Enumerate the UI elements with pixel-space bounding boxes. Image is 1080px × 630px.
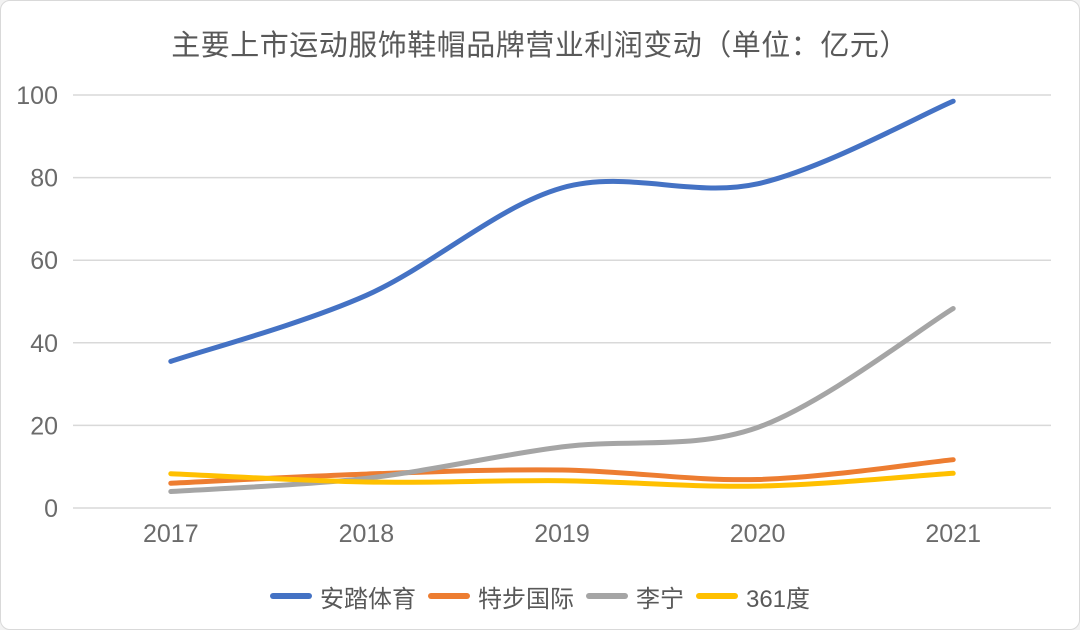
series-line-3 bbox=[168, 470, 956, 489]
y-tick-label: 100 bbox=[16, 82, 58, 110]
legend-swatch-3 bbox=[695, 593, 738, 599]
legend-label-2: 李宁 bbox=[635, 585, 684, 613]
series-line-2 bbox=[168, 306, 956, 494]
x-tick-label: 2021 bbox=[925, 520, 981, 548]
legend-swatch-1 bbox=[427, 593, 470, 599]
series-line-1 bbox=[168, 457, 956, 486]
legend-item-2: 李宁 bbox=[585, 579, 684, 614]
legend-item-3: 361度 bbox=[695, 579, 811, 614]
x-tick-label: 2019 bbox=[534, 520, 590, 548]
x-tick-label: 2017 bbox=[143, 520, 199, 548]
chart-legend: 安踏体育 特步国际 李宁 361度 bbox=[1, 579, 1079, 613]
chart-title: 主要上市运动服饰鞋帽品牌营业利润变动（单位：亿元） bbox=[171, 30, 909, 62]
y-tick-label: 40 bbox=[30, 330, 58, 358]
y-tick-label: 0 bbox=[44, 495, 58, 523]
legend-item-1: 特步国际 bbox=[427, 579, 574, 614]
legend-swatch-2 bbox=[585, 593, 628, 599]
legend-label-1: 特步国际 bbox=[477, 585, 574, 613]
legend-label-3: 361度 bbox=[745, 585, 811, 613]
x-tick-label: 2020 bbox=[730, 520, 786, 548]
legend-label-0: 安踏体育 bbox=[319, 585, 416, 613]
y-tick-label: 20 bbox=[30, 412, 58, 440]
legend-swatch-0 bbox=[269, 593, 312, 599]
series-line-0 bbox=[168, 98, 956, 364]
legend-item-0: 安踏体育 bbox=[269, 579, 416, 614]
x-tick-label: 2018 bbox=[339, 520, 395, 548]
y-tick-label: 60 bbox=[30, 247, 58, 275]
y-tick-label: 80 bbox=[30, 165, 58, 193]
